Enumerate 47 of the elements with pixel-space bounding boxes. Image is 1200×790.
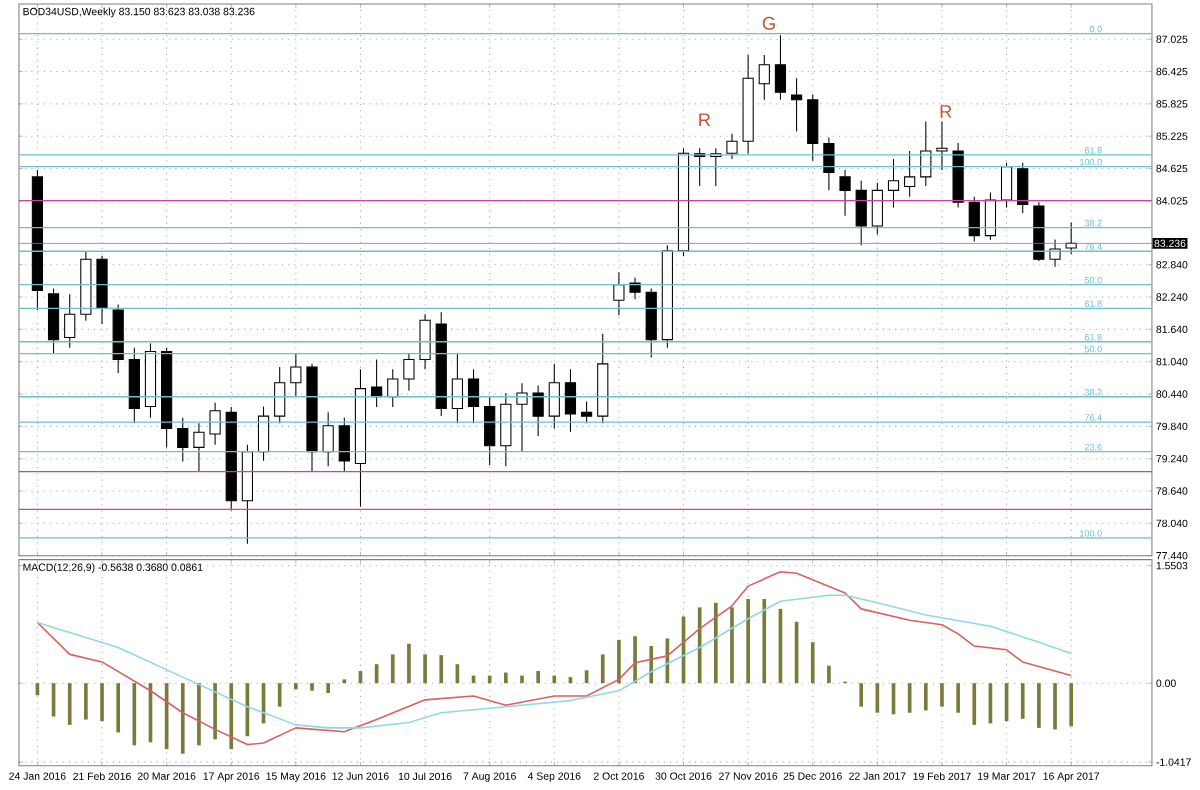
candlestick: [371, 358, 383, 408]
candlestick: [904, 150, 916, 198]
candlestick: [451, 352, 463, 424]
candlestick: [338, 416, 350, 472]
candlestick: [629, 276, 641, 300]
candlestick: [532, 384, 544, 437]
candlestick: [47, 287, 60, 354]
candlestick: [209, 401, 221, 445]
candlestick: [419, 313, 431, 370]
candlestick: [580, 400, 593, 424]
candlestick: [1017, 162, 1029, 214]
line-series: [36, 594, 1072, 729]
candlestick: [548, 363, 560, 429]
candlestick: [887, 158, 900, 208]
candlestick: [64, 293, 76, 348]
candlestick: [177, 416, 189, 462]
candlestick: [871, 182, 883, 235]
candlestick: [645, 287, 657, 358]
candlestick: [290, 352, 302, 397]
candlestick: [984, 191, 997, 241]
candlestick: [484, 395, 496, 466]
candlestick: [807, 93, 819, 161]
candlestick: [387, 368, 399, 408]
annotation: R: [940, 104, 952, 118]
candlestick: [1000, 162, 1013, 208]
candlestick: [839, 169, 851, 216]
candlestick: [968, 196, 980, 242]
candlestick: [1049, 238, 1061, 268]
line-series: [36, 570, 1072, 746]
candlestick: [936, 120, 948, 171]
candlestick: [758, 54, 770, 101]
candlestick: [613, 271, 625, 316]
candlestick: [467, 368, 480, 424]
candlestick: [403, 352, 415, 392]
candlestick: [855, 179, 867, 246]
candlestick: [193, 422, 205, 472]
annotation: G: [762, 16, 775, 30]
candlestick: [257, 405, 270, 462]
candlestick: [774, 34, 787, 101]
annotation: R: [699, 113, 711, 126]
candlestick: [564, 368, 577, 433]
candlestick: [500, 392, 512, 467]
candlestick: [790, 77, 803, 132]
candlestick: [920, 120, 932, 187]
candlestick: [322, 411, 334, 467]
candlestick: [726, 133, 738, 160]
candlestick: [274, 366, 286, 424]
